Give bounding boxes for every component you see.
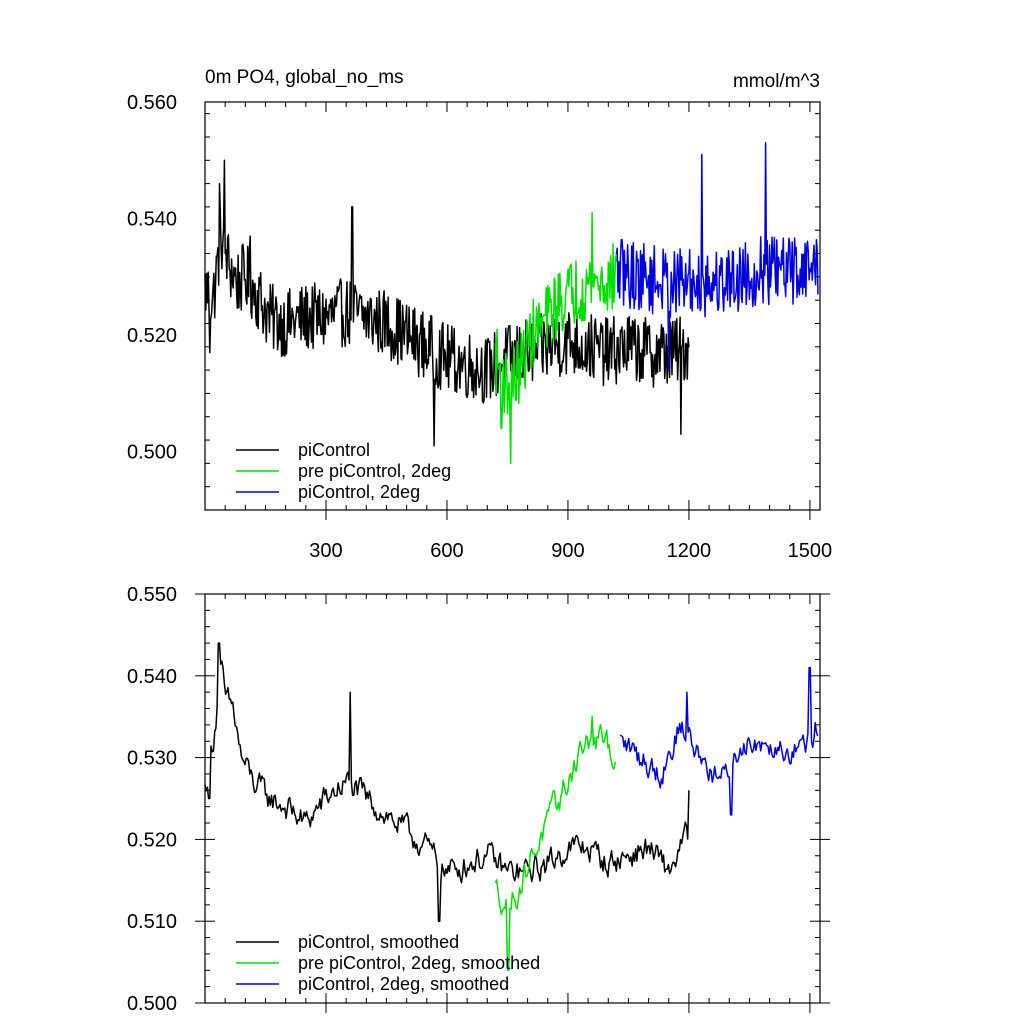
x-tick-label: 1500: [788, 540, 833, 562]
legend-entry: piControl: [298, 440, 370, 460]
series-line-top-2: [615, 142, 819, 371]
legend-entry: piControl, 2deg, smoothed: [298, 974, 509, 994]
bottom-panel-series: [204, 642, 819, 972]
legend-entry: piControl, 2deg: [298, 482, 420, 502]
bottom-panel-frame: [204, 593, 821, 1004]
legend-entry: piControl, smoothed: [298, 932, 459, 952]
x-tick-label: 600: [430, 540, 463, 562]
y-tick-label: 0.500: [127, 442, 177, 464]
x-tick-label: 1200: [667, 540, 712, 562]
x-tick-label: 300: [309, 540, 342, 562]
top-panel: 0m PO4, global_no_ms mmol/m^3 300 600 900 1…: [127, 67, 832, 562]
series-line-top-0: [204, 159, 690, 447]
series-line-bottom-1: [494, 715, 617, 972]
y-tick-label: 0.520: [127, 829, 177, 851]
legend-entry: pre piControl, 2deg, smoothed: [298, 953, 540, 973]
top-panel-units: mmol/m^3: [733, 71, 820, 92]
top-panel-ticks: 300 600 900 1200 1500 0.500 0.520 0.540 0.560: [127, 92, 832, 562]
series-line-bottom-0: [204, 642, 690, 922]
top-panel-series: [204, 142, 819, 465]
y-tick-label: 0.540: [127, 209, 177, 231]
top-panel-frame: [204, 101, 821, 511]
top-panel-title: 0m PO4, global_no_ms: [205, 67, 404, 88]
y-tick-label: 0.500: [127, 993, 177, 1015]
series-line-top-1: [494, 211, 618, 465]
y-tick-label: 0.560: [127, 92, 177, 114]
series-line-bottom-2: [619, 666, 819, 816]
bottom-panel-ticks: 0.500 0.510 0.520 0.530 0.540 0.550: [127, 584, 830, 1015]
y-tick-label: 0.540: [127, 666, 177, 688]
y-tick-label: 0.530: [127, 748, 177, 770]
y-tick-label: 0.550: [127, 584, 177, 606]
bottom-panel: 0.500 0.510 0.520 0.530 0.540 0.550 piControl…: [127, 584, 830, 1015]
x-tick-label: 900: [551, 540, 584, 562]
y-tick-label: 0.520: [127, 325, 177, 347]
legend-entry: pre piControl, 2deg: [298, 461, 451, 481]
y-tick-label: 0.510: [127, 911, 177, 933]
